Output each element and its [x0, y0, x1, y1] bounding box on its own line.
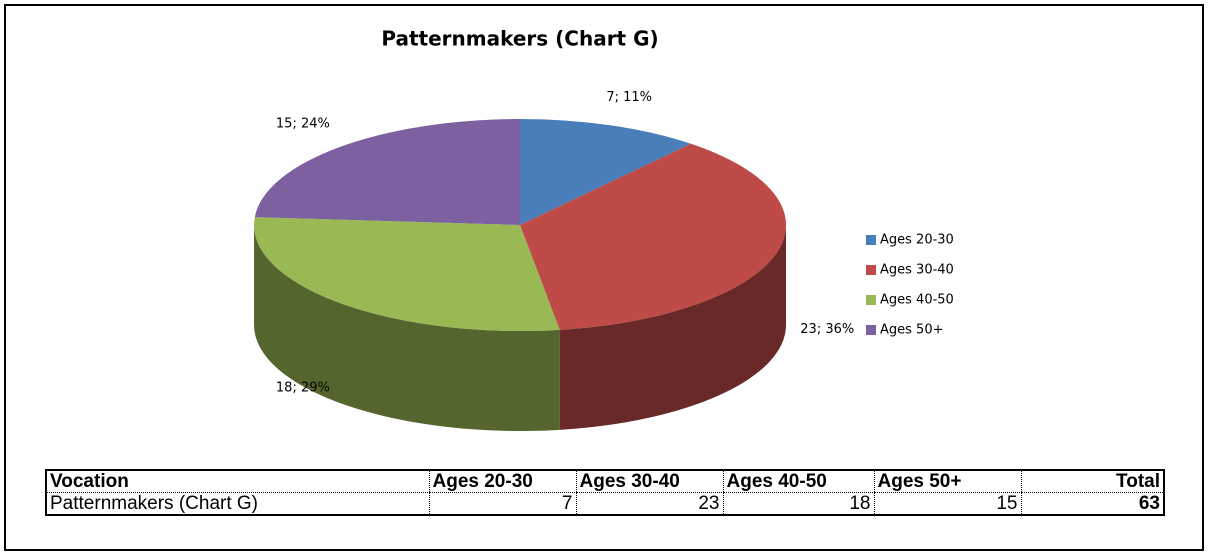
slice [254, 119, 521, 225]
cell: 18 [722, 492, 874, 515]
table-row: Patternmakers (Chart G) 7 23 18 15 63 [46, 492, 1164, 515]
cell: Patternmakers (Chart G) [50, 493, 258, 514]
header-cell: Ages 40-50 [722, 470, 874, 493]
header-cell: Ages 30-40 [575, 470, 723, 493]
legend-swatch [866, 265, 876, 275]
data-label: 18; 29% [276, 381, 330, 396]
data-table: Vocation Ages 20-30 Ages 30-40 Ages 40-5… [45, 469, 1165, 516]
slice-side [254, 225, 560, 431]
table-header: Vocation Ages 20-30 Ages 30-40 Ages 40-5… [46, 470, 1164, 493]
data-label: 7; 11% [606, 90, 652, 105]
cell: 23 [575, 492, 723, 515]
chart-title: Patternmakers (Chart G) [381, 27, 658, 51]
header-cell: Ages 20-30 [428, 470, 576, 493]
legend-swatch [866, 295, 876, 305]
cell: 15 [873, 492, 1021, 515]
cell: 7 [428, 492, 576, 515]
legend-swatch [866, 325, 876, 335]
header-cell: Ages 50+ [873, 470, 1021, 493]
slice [253, 217, 560, 332]
legend-swatch [866, 235, 876, 245]
cell: 63 [1020, 492, 1164, 515]
data-label: 15; 24% [276, 116, 330, 131]
legend-label: Ages 30-40 [880, 263, 954, 278]
legend-label: Ages 20-30 [880, 233, 954, 248]
legend-label: Ages 50+ [880, 323, 943, 338]
frame-border [4, 4, 1204, 551]
slice-side [559, 225, 786, 430]
data-label: 23; 36% [800, 322, 854, 337]
slice [520, 143, 786, 330]
legend-label: Ages 40-50 [880, 293, 954, 308]
header-cell: Vocation [46, 470, 429, 493]
slice [520, 119, 691, 225]
header-cell: Total [1020, 470, 1164, 493]
